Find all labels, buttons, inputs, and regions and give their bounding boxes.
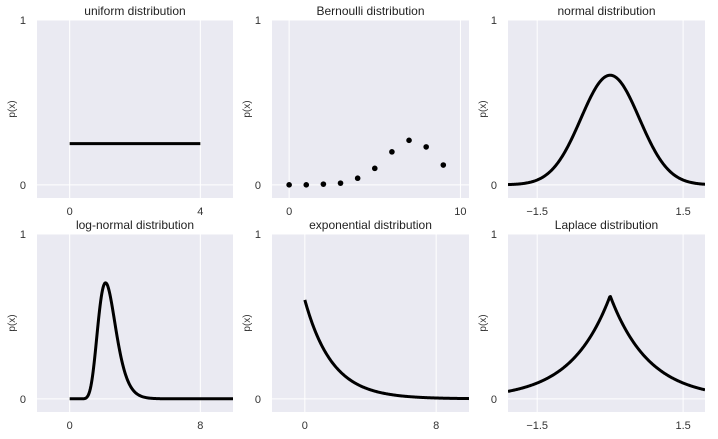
exponential-y-axis-label: p(x) [242, 314, 253, 331]
normal-plot-area [508, 20, 705, 198]
bernoulli-x-tick-label: 0 [286, 206, 292, 218]
lognormal-line [68, 281, 233, 401]
laplace-line [508, 295, 705, 393]
lognormal-y-tick-label: 0 [20, 394, 26, 406]
normal-chart: normal distribution p(x) −1.5 1.5 0 1 [478, 4, 705, 218]
lognormal-y-tick-label: 1 [20, 229, 26, 241]
exponential-chart: exponential distribution p(x) 0 8 0 1 [242, 218, 469, 432]
bernoulli-point [337, 180, 344, 186]
bernoulli-point [320, 181, 327, 187]
exponential-line [303, 299, 469, 401]
laplace-y-tick-label: 1 [491, 229, 497, 241]
laplace-y-tick-label: 0 [491, 394, 497, 406]
bernoulli-y-tick-label: 1 [255, 15, 261, 27]
lognormal-x-tick-label: 0 [67, 420, 73, 432]
normal-x-tick-label: −1.5 [526, 206, 548, 218]
lognormal-plot-area [37, 234, 233, 412]
uniform-chart: uniform distribution p(x) 0 4 0 1 [7, 4, 233, 218]
bernoulli-plot-area [272, 20, 469, 198]
uniform-x-tick-label: 0 [67, 206, 73, 218]
exponential-title: exponential distribution [309, 218, 432, 232]
bernoulli-y-axis-label: p(x) [242, 100, 253, 117]
exponential-y-tick-label: 0 [255, 394, 261, 406]
laplace-title: Laplace distribution [555, 218, 658, 232]
bernoulli-point [423, 144, 429, 150]
lognormal-x-tick-label: 8 [197, 420, 203, 432]
bernoulli-x-tick-label: 10 [454, 206, 466, 218]
laplace-x-tick-label: −1.5 [526, 420, 548, 432]
laplace-chart: Laplace distribution p(x) −1.5 1.5 0 1 [478, 218, 705, 432]
laplace-x-tick-label: 1.5 [675, 420, 690, 432]
bernoulli-point [406, 137, 412, 144]
bernoulli-chart: Bernoulli distribution p(x) 0 10 0 1 [242, 4, 469, 218]
normal-y-axis-label: p(x) [478, 100, 489, 117]
uniform-y-tick-label: 0 [20, 180, 26, 192]
uniform-y-axis-label: p(x) [7, 100, 18, 117]
bernoulli-title: Bernoulli distribution [316, 4, 424, 18]
uniform-x-tick-label: 4 [197, 206, 203, 218]
lognormal-chart: log-normal distribution p(x) 0 8 0 1 [7, 218, 233, 432]
exponential-y-tick-label: 1 [255, 229, 261, 241]
normal-line [508, 73, 705, 187]
bernoulli-point [286, 182, 292, 188]
bernoulli-point [389, 149, 395, 155]
exponential-x-tick-label: 8 [433, 420, 439, 432]
normal-y-tick-label: 0 [491, 180, 497, 192]
uniform-plot-area [37, 20, 233, 198]
bernoulli-point [303, 182, 310, 188]
uniform-title: uniform distribution [84, 4, 185, 18]
lognormal-y-axis-label: p(x) [7, 314, 18, 331]
bernoulli-point [440, 162, 447, 168]
bernoulli-point [354, 175, 361, 182]
lognormal-title: log-normal distribution [76, 218, 194, 232]
normal-y-tick-label: 1 [491, 15, 497, 27]
normal-title: normal distribution [557, 4, 655, 18]
laplace-y-axis-label: p(x) [478, 314, 489, 331]
exponential-x-tick-label: 0 [302, 420, 308, 432]
bernoulli-point [371, 165, 378, 172]
normal-x-tick-label: 1.5 [675, 206, 690, 218]
exponential-plot-area [272, 234, 469, 412]
uniform-y-tick-label: 1 [20, 15, 26, 27]
bernoulli-y-tick-label: 0 [255, 180, 261, 192]
